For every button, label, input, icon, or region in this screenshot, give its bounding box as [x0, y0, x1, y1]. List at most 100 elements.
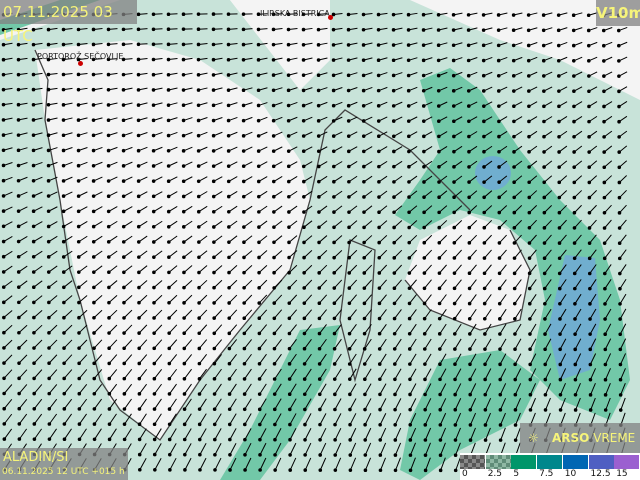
- wind-arrow-head: [468, 377, 472, 382]
- wind-arrow-head: [512, 195, 517, 200]
- wind-arrow-head: [498, 362, 502, 367]
- wind-arrow-head: [226, 57, 231, 62]
- wind-arrow: [620, 368, 626, 380]
- wind-arrow-head: [617, 195, 622, 200]
- wind-arrow-head: [588, 377, 593, 382]
- wind-arrow-head: [331, 103, 336, 108]
- wind-arrow: [153, 294, 163, 304]
- wind-arrow-head: [556, 43, 561, 48]
- wind-arrow-head: [421, 73, 426, 78]
- wind-arrow-head: [618, 362, 623, 367]
- wind-arrow: [574, 353, 582, 365]
- wind-arrow-head: [92, 300, 96, 305]
- wind-arrow-head: [482, 301, 487, 306]
- wind-arrow: [334, 368, 342, 380]
- wind-arrow-head: [137, 300, 141, 305]
- wind-arrow-head: [512, 89, 516, 93]
- wind-arrow: [409, 338, 417, 350]
- wind-arrow-head: [301, 27, 306, 32]
- wind-arrow-head: [406, 88, 411, 93]
- wind-arrow: [378, 279, 388, 289]
- wind-arrow-head: [587, 195, 592, 200]
- wind-arrow-head: [47, 300, 51, 305]
- wind-arrow: [574, 279, 582, 289]
- wind-arrow-head: [513, 408, 518, 412]
- wind-arrow: [213, 279, 223, 289]
- wind-arrow-head: [301, 134, 306, 138]
- wind-arrow-head: [47, 391, 52, 396]
- wind-arrow-head: [422, 225, 426, 230]
- wind-arrow-head: [468, 392, 472, 397]
- wind-arrow-head: [467, 149, 471, 154]
- wind-arrow: [93, 309, 103, 319]
- wind-arrow-head: [587, 165, 592, 170]
- wind-arrow: [469, 308, 477, 320]
- wind-arrow-head: [407, 240, 412, 245]
- wind-arrow-head: [121, 209, 126, 214]
- wind-arrow-head: [557, 165, 561, 169]
- wind-arrow: [439, 279, 447, 289]
- wind-arrow-head: [151, 57, 156, 62]
- wind-arrow-head: [588, 302, 592, 306]
- wind-arrow-head: [287, 210, 291, 214]
- wind-arrow-head: [406, 104, 411, 108]
- wind-arrow-head: [242, 316, 247, 320]
- wind-arrow: [273, 324, 283, 334]
- wind-arrow-head: [136, 209, 141, 214]
- wind-arrow-head: [602, 271, 607, 276]
- wind-arrow: [289, 413, 297, 425]
- wind-arrow-head: [377, 225, 381, 230]
- wind-arrow: [409, 427, 417, 441]
- legend-label: 7.5: [539, 469, 554, 479]
- wind-arrow-head: [528, 392, 533, 397]
- wind-arrow-head: [332, 331, 337, 336]
- wind-arrow-head: [421, 119, 426, 123]
- wind-arrow-head: [572, 180, 577, 185]
- wind-arrow-head: [61, 209, 66, 214]
- wind-arrow: [78, 369, 88, 379]
- wind-arrow-head: [1, 285, 6, 289]
- wind-arrow-head: [62, 376, 66, 381]
- wind-arrow: [274, 442, 282, 456]
- wind-arrow-head: [318, 468, 323, 472]
- wind-arrow-head: [272, 301, 277, 305]
- wind-arrow-head: [46, 118, 51, 122]
- wind-arrow-head: [151, 88, 156, 92]
- wind-arrow-head: [181, 209, 186, 214]
- wind-arrow: [544, 279, 552, 289]
- wind-arrow: [139, 398, 147, 410]
- wind-arrow-head: [16, 254, 21, 259]
- wind-arrow-head: [46, 72, 51, 77]
- wind-arrow-head: [122, 376, 127, 381]
- wind-arrow-head: [271, 164, 276, 169]
- wind-arrow-head: [47, 361, 51, 366]
- wind-arrow: [529, 338, 537, 350]
- wind-arrow: [559, 293, 567, 305]
- wind-arrow: [169, 383, 177, 395]
- wind-arrow-head: [137, 285, 141, 290]
- wind-arrow-head: [256, 88, 261, 93]
- wind-arrow: [244, 383, 252, 395]
- wind-arrow-head: [196, 42, 201, 47]
- wind-arrow: [469, 353, 477, 365]
- wind-arrow-head: [227, 392, 232, 396]
- wind-arrow-head: [257, 225, 261, 229]
- wind-arrow: [394, 309, 402, 319]
- wind-arrow: [138, 369, 148, 379]
- wind-arrow-head: [2, 361, 6, 365]
- wind-arrow-head: [423, 453, 428, 457]
- city-label: PORTOROŽ SEČOVLJE: [37, 52, 124, 61]
- wind-arrow: [484, 353, 492, 365]
- wind-arrow-head: [542, 89, 546, 93]
- wind-arrow-head: [316, 27, 321, 32]
- wind-arrow: [424, 427, 432, 441]
- wind-arrow: [469, 279, 477, 289]
- wind-arrow-head: [423, 423, 428, 427]
- wind-arrow: [244, 442, 252, 456]
- wind-arrow: [319, 427, 327, 441]
- wind-arrow-head: [527, 301, 532, 306]
- wind-arrow: [439, 353, 447, 365]
- wind-arrow-head: [258, 468, 262, 472]
- wind-arrow: [439, 338, 447, 350]
- wind-arrow-head: [241, 27, 246, 32]
